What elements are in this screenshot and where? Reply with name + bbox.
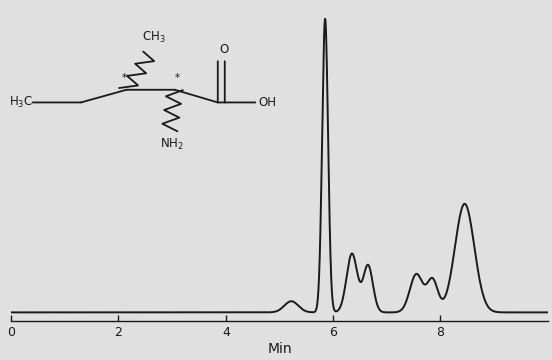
Text: NH$_2$: NH$_2$ [160, 137, 184, 152]
Text: *: * [121, 73, 126, 84]
Text: *: * [175, 73, 180, 84]
Text: H$_3$C: H$_3$C [8, 95, 33, 110]
Text: OH: OH [258, 96, 276, 109]
Text: O: O [219, 42, 229, 55]
X-axis label: Min: Min [267, 342, 292, 356]
Text: CH$_3$: CH$_3$ [141, 30, 165, 45]
